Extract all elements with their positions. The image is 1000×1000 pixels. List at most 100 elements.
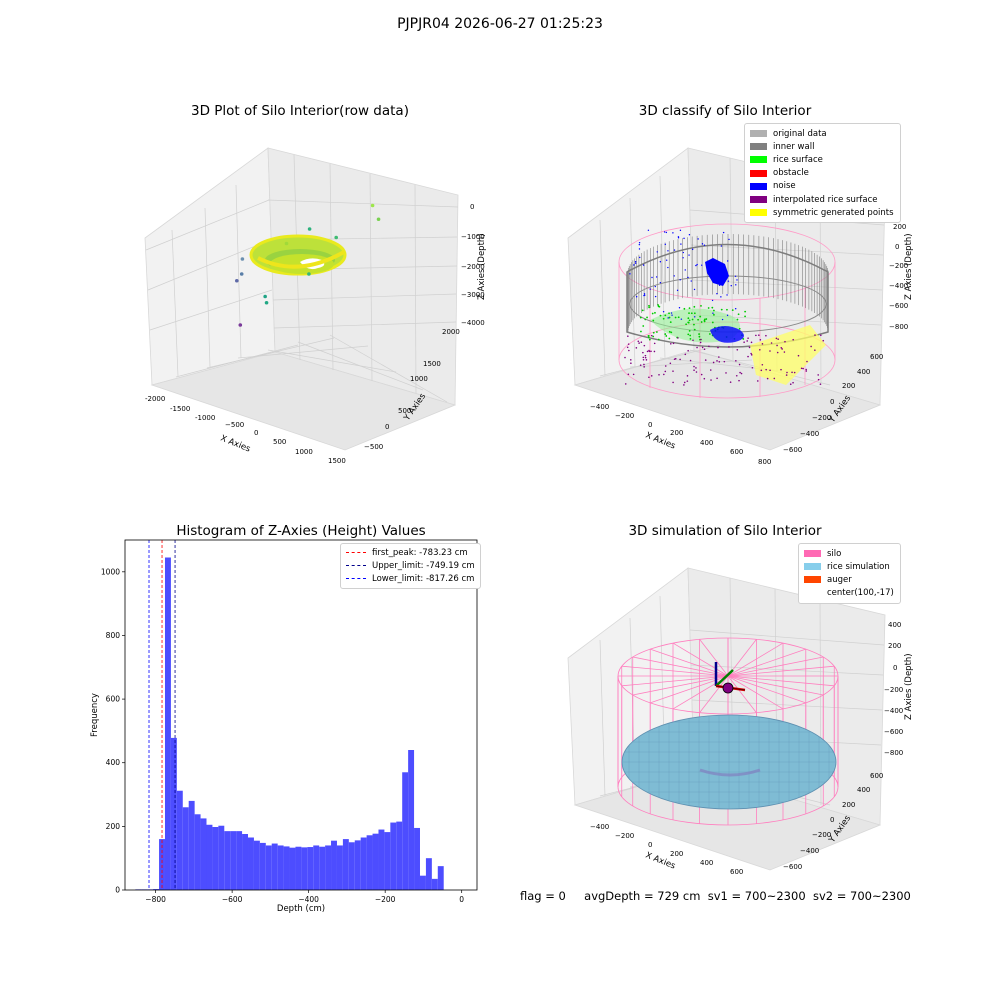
- svg-text:200: 200: [670, 429, 683, 437]
- svg-text:0: 0: [830, 398, 834, 406]
- svg-text:1000: 1000: [410, 375, 428, 383]
- svg-text:−600: −600: [783, 446, 802, 454]
- svg-text:−3000: −3000: [461, 291, 485, 299]
- svg-text:600: 600: [730, 868, 743, 876]
- flag-text: flag = 0: [520, 889, 566, 903]
- histogram-bar: [147, 889, 154, 890]
- svg-text:−200: −200: [615, 412, 634, 420]
- svg-text:1500: 1500: [328, 457, 346, 465]
- histogram-ytick-label: 600: [106, 695, 121, 704]
- legend-item-obstacle: obstacle: [750, 167, 894, 180]
- scatter-point: [239, 272, 244, 276]
- histogram-bar: [230, 831, 237, 890]
- panel2-title: 3D classify of Silo Interior: [638, 103, 812, 119]
- histogram-bar: [437, 866, 444, 890]
- histogram-bar: [218, 825, 225, 890]
- scatter-point: [334, 235, 339, 240]
- histogram-ytick-label: 1000: [101, 567, 120, 576]
- svg-text:400: 400: [888, 621, 901, 629]
- histogram-bar: [224, 831, 231, 890]
- histogram-bar: [307, 847, 314, 890]
- svg-text:-1500: -1500: [170, 405, 190, 413]
- histogram-frame: [124, 539, 478, 891]
- histogram-bar: [325, 845, 332, 890]
- legend-item-silo: silo: [804, 547, 894, 560]
- legend-item-auger: auger: [804, 573, 894, 586]
- svg-text:0: 0: [254, 429, 258, 437]
- svg-text:0: 0: [648, 841, 652, 849]
- histogram-bar: [253, 840, 260, 890]
- panel2-legend: original data inner wall rice surface ob…: [744, 123, 901, 224]
- svg-text:−200: −200: [812, 831, 831, 839]
- histogram-bar: [188, 800, 195, 890]
- histogram-bar: [431, 878, 438, 890]
- legend-item-rice-surface: rice surface: [750, 153, 894, 166]
- scatter-point: [376, 217, 381, 222]
- legend-item-symmetric: symmetric generated points: [750, 206, 894, 219]
- histogram-ytick-label: 400: [106, 758, 121, 767]
- histogram-bar: [425, 858, 432, 890]
- svg-text:−800: −800: [884, 749, 903, 757]
- figure-title: PJPJR04 2026-06-27 01:25:23: [397, 16, 603, 32]
- histogram-bar: [336, 845, 343, 890]
- histogram-bar: [419, 875, 426, 890]
- panel1-ylabel: Y Axies: [402, 391, 429, 423]
- histogram-bar: [141, 889, 148, 890]
- svg-text:−400: −400: [889, 282, 908, 290]
- svg-text:0: 0: [470, 203, 474, 211]
- svg-text:-2000: -2000: [145, 395, 165, 403]
- legend-item-rice-simulation: rice simulation: [804, 560, 894, 573]
- svg-text:−600: −600: [783, 863, 802, 871]
- sv2-text: sv2 = 700~2300: [812, 889, 911, 903]
- svg-text:0: 0: [385, 423, 389, 431]
- panel4-ylabel: Y Axies: [827, 813, 854, 845]
- histogram-bar: [194, 814, 201, 890]
- histogram-bar: [331, 840, 337, 890]
- svg-text:0: 0: [830, 816, 834, 824]
- histogram-bar: [182, 807, 189, 890]
- histogram-bar: [170, 737, 177, 890]
- svg-text:1000: 1000: [295, 448, 313, 456]
- scatter-point: [307, 227, 312, 231]
- legend-item-upper-limit: Upper_limit: -749.19 cm: [346, 559, 475, 572]
- histogram-bar: [212, 827, 219, 890]
- histogram-bar: [248, 837, 254, 890]
- histogram-xtick-label: −800: [145, 895, 166, 904]
- histogram-bar: [271, 843, 278, 890]
- svg-text:500: 500: [398, 407, 411, 415]
- histogram-bar: [378, 829, 385, 890]
- legend-item-lower-limit: Lower_limit: -817.26 cm: [346, 572, 475, 585]
- svg-text:−600: −600: [889, 302, 908, 310]
- svg-text:-1000: -1000: [195, 414, 215, 422]
- scatter-point: [238, 323, 243, 327]
- histogram-bar: [313, 845, 320, 890]
- histogram-bar: [164, 557, 171, 890]
- panel3-title: Histogram of Z-Axies (Height) Values: [176, 523, 426, 539]
- histogram-bar: [408, 750, 415, 890]
- svg-text:400: 400: [857, 786, 870, 794]
- histogram-ylabel: Frequency: [90, 693, 100, 737]
- svg-text:1500: 1500: [423, 360, 441, 368]
- histogram-bar: [283, 846, 290, 890]
- histogram-bar: [236, 831, 243, 890]
- svg-text:2000: 2000: [442, 328, 460, 336]
- svg-text:400: 400: [857, 368, 870, 376]
- histogram-bar: [242, 834, 249, 890]
- legend-item-noise: noise: [750, 180, 894, 193]
- svg-text:−200: −200: [884, 686, 903, 694]
- legend-item-center: center(100,-17): [827, 588, 894, 599]
- histogram-bar: [396, 821, 403, 890]
- scatter-point: [264, 300, 269, 305]
- histogram-bar: [402, 772, 409, 890]
- histogram-bar: [295, 846, 302, 890]
- scatter-point: [284, 241, 289, 246]
- panel1-xlabel: X Axies: [219, 434, 252, 455]
- legend-item-first-peak: first_peak: -783.23 cm: [346, 546, 475, 559]
- histogram-xtick-label: −200: [375, 895, 396, 904]
- svg-text:600: 600: [730, 448, 743, 456]
- histogram-xlabel: Depth (cm): [277, 904, 325, 914]
- svg-text:−600: −600: [884, 728, 903, 736]
- panel1-zlabel: Z Axies (Depth): [477, 233, 487, 300]
- panel2-ylabel: Y Axies: [827, 393, 854, 425]
- histogram-bar: [206, 824, 213, 890]
